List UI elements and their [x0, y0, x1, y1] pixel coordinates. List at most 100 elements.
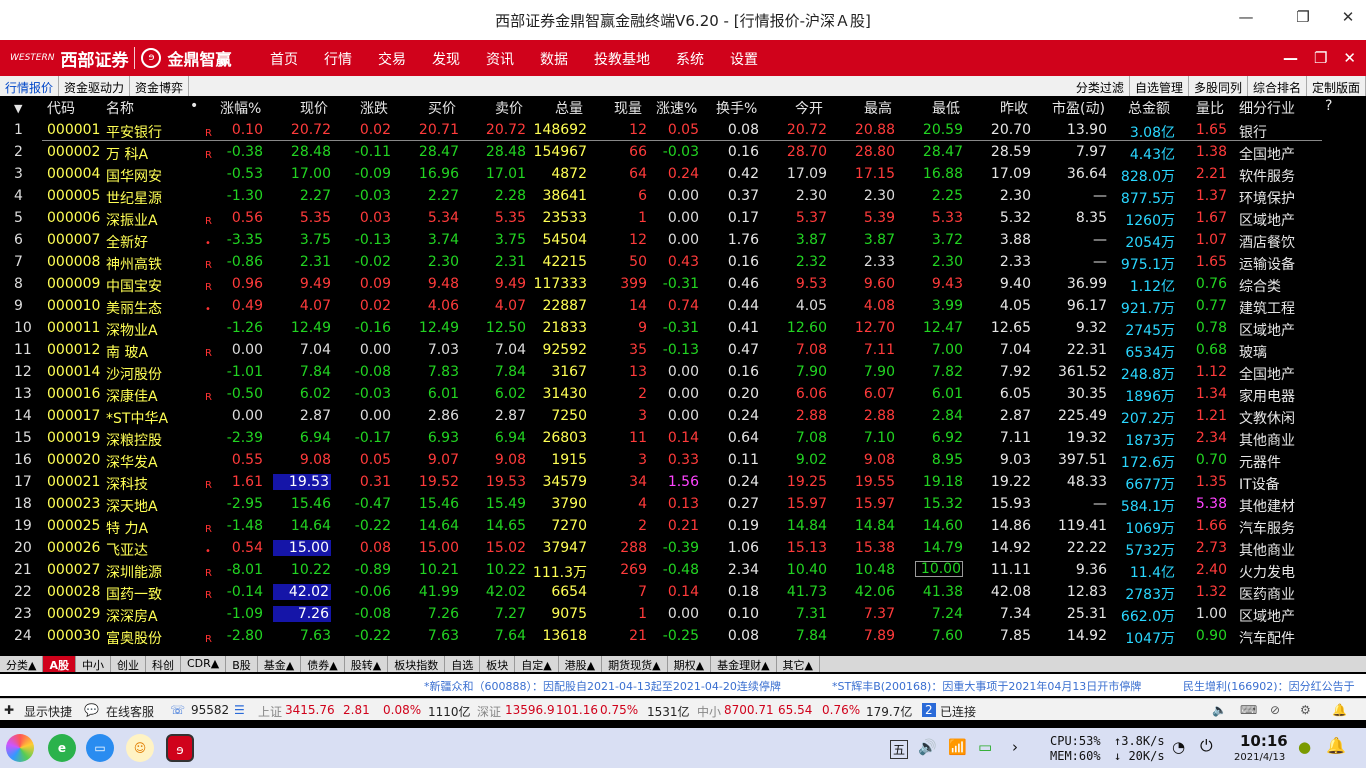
- market-tab[interactable]: 科创: [146, 656, 181, 672]
- column-header[interactable]: 名称: [106, 101, 134, 117]
- table-row[interactable]: 8 000009 中国宝安 R 0.96 9.49 0.09 9.48 9.49 117333 39…: [0, 274, 1366, 296]
- market-tab[interactable]: CDR▲: [181, 656, 227, 672]
- table-row[interactable]: 4 000005 世纪星源 -1.30 2.27 -0.03 2.27 2.28 38641 6 0…: [0, 186, 1366, 208]
- close-icon[interactable]: ✕: [1341, 8, 1355, 26]
- column-header[interactable]: 今开: [795, 101, 823, 117]
- file-manager-icon[interactable]: ▭: [86, 734, 114, 762]
- table-row[interactable]: 21 000027 深圳能源 R -8.01 10.22 -0.89 10.21 10.22 11…: [0, 560, 1366, 582]
- quick-display-button[interactable]: 显示快捷: [24, 705, 73, 719]
- column-header[interactable]: 市盈(动): [1052, 101, 1105, 117]
- ticker-item[interactable]: *新疆众和（600888）：因配股自2021-04-13起至2021-04-20…: [424, 680, 781, 693]
- menu-item[interactable]: 行情: [324, 52, 352, 68]
- ticker-item[interactable]: *ST辉丰B(200168)：因重大事项于2021年04月13日开市停牌: [832, 680, 1142, 693]
- keyboard-icon[interactable]: ⌨: [1240, 703, 1258, 717]
- sub-tab-right[interactable]: 自选管理: [1130, 76, 1189, 98]
- market-tab[interactable]: 板块指数: [388, 656, 446, 672]
- column-header[interactable]: 换手%: [716, 101, 758, 117]
- menu-item[interactable]: 设置: [730, 52, 758, 68]
- market-tab[interactable]: 板块: [480, 656, 516, 672]
- power-icon[interactable]: ⏻: [1200, 736, 1213, 755]
- market-tab[interactable]: A股: [43, 656, 76, 672]
- column-header[interactable]: •: [190, 98, 199, 114]
- column-header[interactable]: 涨幅%: [220, 101, 262, 117]
- online-service-button[interactable]: 在线客服: [106, 705, 155, 719]
- app-restore-icon[interactable]: ❐: [1313, 49, 1328, 67]
- volume-icon[interactable]: 🔈: [1212, 703, 1227, 717]
- menu-item[interactable]: 数据: [540, 52, 568, 68]
- column-header[interactable]: 现价: [300, 101, 328, 117]
- column-header[interactable]: 代码: [47, 101, 75, 117]
- browser-icon[interactable]: e: [48, 734, 76, 762]
- column-header[interactable]: ?: [1325, 98, 1333, 114]
- menu-item[interactable]: 发现: [432, 52, 460, 68]
- table-row[interactable]: 19 000025 特 力A R -1.48 14.64 -0.22 14.64 14.65 72…: [0, 516, 1366, 538]
- launcher-icon[interactable]: [6, 734, 34, 762]
- chevron-right-icon[interactable]: ›: [1012, 738, 1018, 756]
- market-tab[interactable]: 基金▲: [258, 656, 302, 672]
- table-row[interactable]: 2 000002 万 科A R -0.38 28.48 -0.11 28.47 28.48 154…: [0, 142, 1366, 164]
- market-tab[interactable]: 期权▲: [668, 656, 712, 672]
- settings-icon[interactable]: ⚙: [1300, 703, 1311, 717]
- sub-tab-right[interactable]: 多股同列: [1189, 76, 1248, 98]
- column-header[interactable]: 现量: [614, 101, 642, 117]
- column-header[interactable]: 总金额: [1128, 101, 1170, 117]
- market-tab[interactable]: 自选: [445, 656, 481, 672]
- table-row[interactable]: 18 000023 深天地A -2.95 15.46 -0.47 15.46 15.49 379…: [0, 494, 1366, 516]
- minimize-icon[interactable]: —: [1238, 8, 1254, 26]
- speaker-icon[interactable]: 🔊: [918, 738, 937, 756]
- market-tab[interactable]: B股: [226, 656, 258, 672]
- ticker-item[interactable]: 民生增利(166902)：因分红公告于: [1183, 680, 1355, 693]
- table-row[interactable]: 14 000017 *ST中华A 0.00 2.87 0.00 2.86 2.87 7250 3 0…: [0, 406, 1366, 428]
- market-tab[interactable]: 期货现货▲: [602, 656, 668, 672]
- menu-item[interactable]: 首页: [270, 52, 298, 68]
- table-row[interactable]: 15 000019 深粮控股 -2.39 6.94 -0.17 6.93 6.94 26803 1…: [0, 428, 1366, 450]
- link-icon[interactable]: ⊘: [1270, 703, 1281, 717]
- notification-bell-icon[interactable]: 🔔: [1326, 736, 1346, 755]
- table-row[interactable]: 6 000007 全新好 • -3.35 3.75 -0.13 3.74 3.75 54504 12…: [0, 230, 1366, 252]
- table-row[interactable]: 5 000006 深振业A R 0.56 5.35 0.03 5.34 5.35 23533 1 0.…: [0, 208, 1366, 230]
- ime-indicator[interactable]: 五: [890, 740, 909, 759]
- table-row[interactable]: 23 000029 深深房A -1.09 7.26 -0.08 7.26 7.27 9075 1 0…: [0, 604, 1366, 626]
- sub-tab[interactable]: 资金驱动力: [59, 76, 131, 98]
- market-tab[interactable]: 基金理财▲: [711, 656, 777, 672]
- maximize-icon[interactable]: ❐: [1296, 8, 1310, 26]
- sub-tab-right[interactable]: 定制版面: [1307, 76, 1366, 98]
- sub-tab-right[interactable]: 分类过滤: [1071, 76, 1130, 98]
- column-header[interactable]: 卖价: [495, 101, 523, 117]
- wifi-icon[interactable]: 📶: [948, 738, 967, 756]
- column-header[interactable]: 买价: [428, 101, 456, 117]
- app-close-icon[interactable]: ✕: [1343, 49, 1356, 67]
- column-header[interactable]: 涨跌: [360, 101, 388, 117]
- app-minimize-icon[interactable]: —: [1282, 49, 1298, 67]
- chat-icon[interactable]: 💬: [84, 703, 99, 717]
- market-tab[interactable]: 债券▲: [301, 656, 345, 672]
- column-header[interactable]: 细分行业: [1239, 101, 1295, 117]
- menu-item[interactable]: 系统: [676, 52, 704, 68]
- market-tab[interactable]: 中小: [76, 656, 111, 672]
- table-row[interactable]: 12 000014 沙河股份 -1.01 7.84 -0.08 7.83 7.84 3167 13…: [0, 362, 1366, 384]
- table-row[interactable]: 3 000004 国华网安 -0.53 17.00 -0.09 16.96 17.01 4872…: [0, 164, 1366, 186]
- sub-tab[interactable]: 行情报价: [0, 76, 60, 98]
- table-row[interactable]: 13 000016 深康佳A R -0.50 6.02 -0.03 6.01 6.02 31430…: [0, 384, 1366, 406]
- menu-item[interactable]: 投教基地: [594, 52, 650, 68]
- table-row[interactable]: 24 000030 富奥股份 R -2.80 7.63 -0.22 7.63 7.64 13618…: [0, 626, 1366, 648]
- column-header[interactable]: 昨收: [1000, 101, 1028, 117]
- sort-arrow-icon[interactable]: ▼: [14, 102, 23, 115]
- tray-app-icon[interactable]: ●: [1298, 738, 1312, 756]
- column-header[interactable]: 总量: [555, 101, 583, 117]
- bell-icon[interactable]: 🔔: [1332, 703, 1347, 717]
- app-icon[interactable]: ☺: [126, 734, 154, 762]
- column-header[interactable]: 最低: [932, 101, 960, 117]
- clipboard-icon[interactable]: ◔: [1172, 738, 1186, 756]
- menu-item[interactable]: 资讯: [486, 52, 514, 68]
- trading-app-icon[interactable]: ɘ: [166, 734, 194, 762]
- table-row[interactable]: 10 000011 深物业A -1.26 12.49 -0.16 12.49 12.50 218…: [0, 318, 1366, 340]
- table-row[interactable]: 9 000010 美丽生态 • 0.49 4.07 0.02 4.06 4.07 22887 14 0…: [0, 296, 1366, 318]
- sub-tab[interactable]: 资金博弈: [130, 76, 190, 98]
- market-tab[interactable]: 分类▲: [0, 656, 44, 672]
- market-tab[interactable]: 自定▲: [515, 656, 559, 672]
- table-row[interactable]: 11 000012 南 玻A R 0.00 7.04 0.00 7.03 7.04 92592 35…: [0, 340, 1366, 362]
- column-header[interactable]: 涨速%: [656, 101, 698, 117]
- table-row[interactable]: 7 000008 神州高铁 R -0.86 2.31 -0.02 2.30 2.31 42215 5…: [0, 252, 1366, 274]
- column-header[interactable]: 量比: [1196, 101, 1224, 117]
